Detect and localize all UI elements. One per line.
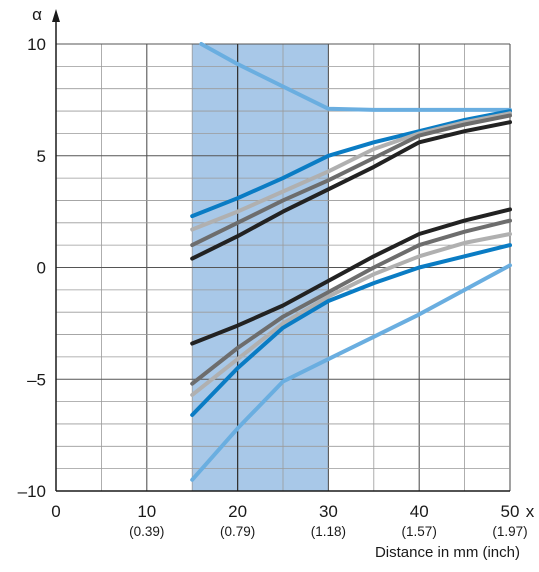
x-tick-sublabel: (0.39) [129, 524, 164, 539]
axes [52, 9, 510, 492]
series-line-9 [190, 243, 512, 417]
x-tick-sublabel: (1.97) [492, 524, 527, 539]
series-line-6 [190, 207, 512, 346]
x-axis-title: Distance in mm (inch) [375, 544, 520, 561]
x-tick-label: 30 [319, 502, 338, 521]
x-tick-label: 10 [137, 502, 156, 521]
series-line-10 [190, 263, 512, 482]
y-tick-label: 5 [37, 147, 46, 166]
x-axis-end-label: x [526, 502, 535, 521]
y-axis-arrow-icon [52, 9, 60, 22]
y-tick-label: –10 [18, 482, 46, 501]
series-line-3 [190, 111, 512, 232]
x-tick-sublabel: (0.79) [220, 524, 255, 539]
series-line-2 [190, 109, 512, 219]
series-line-5 [190, 120, 512, 261]
series-line-1 [199, 42, 512, 112]
series-layer [190, 42, 512, 482]
series-line-4 [190, 113, 512, 248]
x-tick-sublabel: (1.57) [402, 524, 437, 539]
y-tick-label: 0 [37, 259, 46, 278]
series-line-7 [190, 218, 512, 386]
y-tick-label: 10 [27, 35, 46, 54]
x-tick-label: 0 [51, 502, 60, 521]
y-tick-label: –5 [27, 370, 46, 389]
y-axis-title: α [32, 5, 42, 24]
x-tick-label: 50 [501, 502, 520, 521]
x-tick-sublabel: (1.18) [311, 524, 346, 539]
x-tick-label: 20 [228, 502, 247, 521]
x-tick-label: 40 [410, 502, 429, 521]
series-line-8 [190, 232, 512, 397]
tick-labels: –10 –5 0 5 10 0 10 (0.39) 20 (0.79) 30 (1.18) 40 (1.5… [18, 35, 528, 539]
